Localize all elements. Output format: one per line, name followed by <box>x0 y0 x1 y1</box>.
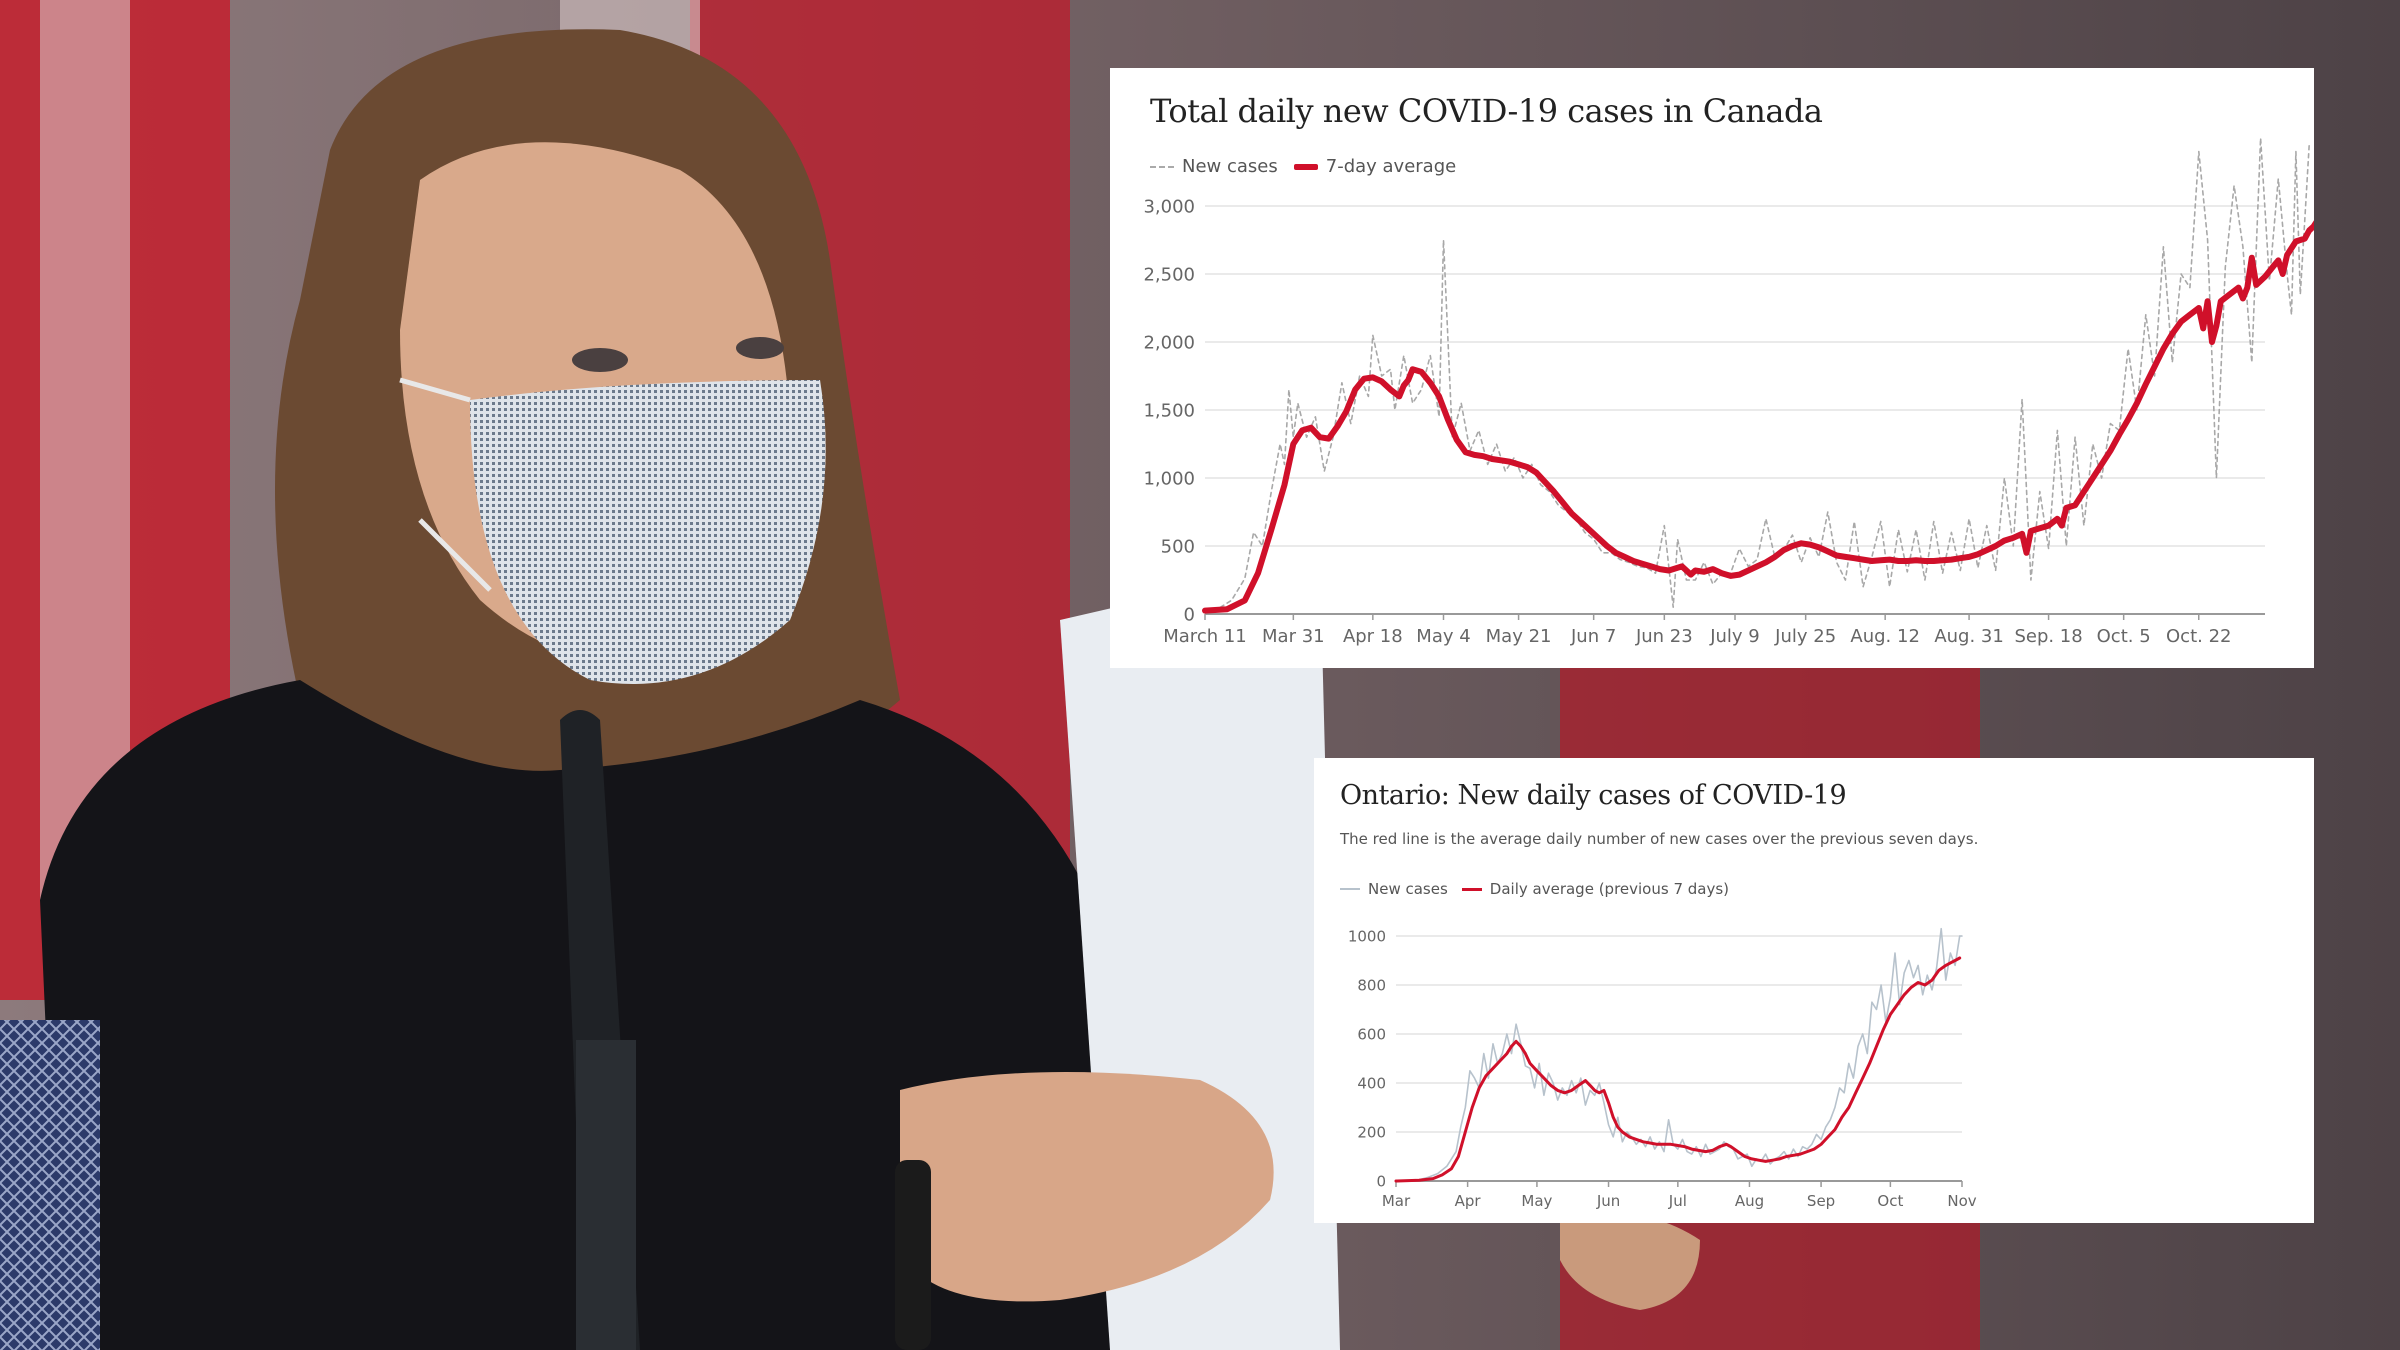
y-tick-label: 0 <box>1184 604 1195 625</box>
x-tick-label: May <box>1521 1192 1552 1210</box>
x-tick-label: Mar <box>1382 1192 1411 1210</box>
canada-plot-area: 0 500 1,000 1,500 2,000 2,500 3,000 March 11 Mar… <box>1143 137 2314 647</box>
series-average-line <box>1202 220 2314 614</box>
x-tick-label: July 25 <box>1774 626 1836 647</box>
red-legend-swatch <box>1461 887 1482 891</box>
x-tick-label: Apr 18 <box>1343 626 1403 647</box>
x-tick-label: Jul <box>1668 1192 1687 1210</box>
x-tick-label: March 11 <box>1163 626 1247 647</box>
y-tick-label: 0 <box>1376 1172 1386 1190</box>
x-tick-label: Aug. 31 <box>1934 626 2004 647</box>
y-tick-label: 800 <box>1357 976 1386 994</box>
y-tick-label: 3,000 <box>1143 196 1195 217</box>
x-tick-label: Jun 23 <box>1635 626 1693 647</box>
ontario-plot-area: 0 200 400 600 800 1000 Mar Apr May Jun Jul Aug Sep Oc… <box>1348 927 1977 1210</box>
x-tick-label: Nov <box>1947 1192 1976 1210</box>
x-tick-label: May 4 <box>1416 626 1470 647</box>
ontario-cases-chart-panel: Ontario: New daily cases of COVID-19 The… <box>1314 758 2314 1223</box>
x-tick-label: Aug <box>1735 1192 1764 1210</box>
x-tick-label: Sep <box>1807 1192 1835 1210</box>
y-tick-label: 2,000 <box>1143 332 1195 353</box>
series-new-cases-line <box>1395 927 1963 1182</box>
x-tick-label: Jun 7 <box>1570 626 1616 647</box>
chart-title: Total daily new COVID-19 cases in Canada <box>1150 92 1823 130</box>
red-legend-swatch <box>1293 163 1318 170</box>
canada-cases-chart-panel: Total daily new COVID-19 cases in Canada… <box>1110 68 2314 668</box>
chart-title: Ontario: New daily cases of COVID-19 <box>1340 780 1847 811</box>
legend-7-day-average: 7-day average <box>1325 156 1457 177</box>
gray-legend-swatch <box>1340 888 1360 890</box>
x-tick-label: July 9 <box>1709 626 1760 647</box>
series-average-line <box>1394 956 1962 1183</box>
y-tick-label: 1,500 <box>1143 400 1195 421</box>
chart-subtitle: The red line is the average daily number… <box>1340 830 1979 848</box>
x-tick-label: Sep. 18 <box>2014 626 2082 647</box>
legend-new-cases: New cases <box>1182 156 1278 177</box>
x-tick-label: Oct. 22 <box>2166 626 2231 647</box>
y-tick-label: 1000 <box>1348 927 1386 945</box>
x-tick-label: Mar 31 <box>1262 626 1325 647</box>
y-tick-label: 200 <box>1357 1123 1386 1141</box>
x-tick-label: Oct. 5 <box>2097 626 2151 647</box>
y-tick-label: 400 <box>1357 1074 1386 1092</box>
x-tick-label: Oct <box>1877 1192 1903 1210</box>
x-tick-label: Apr <box>1455 1192 1482 1210</box>
legend-new-cases: New cases <box>1368 880 1448 898</box>
chart-legend: New cases Daily average (previous 7 days… <box>1340 880 1729 898</box>
y-tick-label: 600 <box>1357 1025 1386 1043</box>
chart-legend: New cases 7-day average <box>1150 156 1456 177</box>
dashed-legend-swatch <box>1150 165 1174 168</box>
y-tick-label: 500 <box>1161 536 1195 557</box>
x-tick-label: Jun <box>1596 1192 1620 1210</box>
legend-daily-average: Daily average (previous 7 days) <box>1489 880 1730 898</box>
series-new-cases-line <box>1204 137 2310 613</box>
y-tick-label: 2,500 <box>1143 264 1195 285</box>
x-tick-label: Aug. 12 <box>1850 626 1920 647</box>
y-tick-label: 1,000 <box>1143 468 1195 489</box>
x-tick-label: May 21 <box>1486 626 1552 647</box>
